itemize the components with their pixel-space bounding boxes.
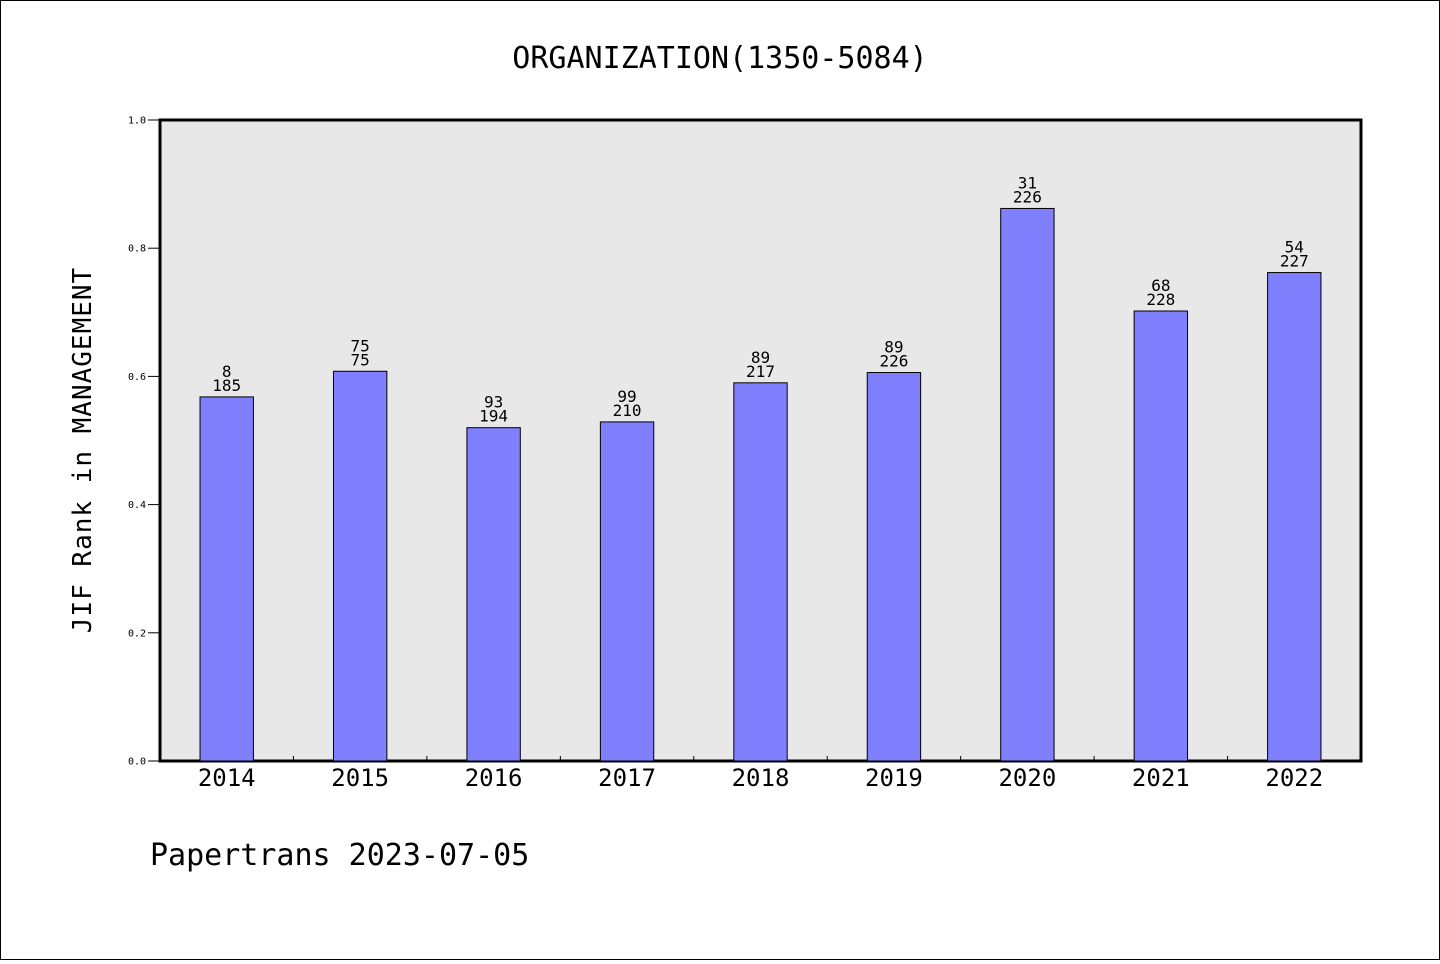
bar-rank-label-2022: 54 [1285,238,1304,257]
bar-2018 [733,382,788,762]
bar-2019 [866,372,922,762]
bar-rank-label-2015: 75 [351,336,370,355]
chart-title: ORGANIZATION(1350-5084) [512,41,927,76]
bar-rank-label-2021: 68 [1151,276,1170,295]
bar-total-label-2019: 226 [879,352,908,371]
y-tick-label-1.0: 1.0 [128,116,146,127]
x-tick-label-2016: 2016 [465,764,523,792]
bar-rank-label-2016: 93 [484,393,503,412]
bar-2015 [332,370,388,762]
bar-total-label-2015: 75 [351,350,370,369]
y-axis-label: JIF Rank in MANAGEMENT [68,267,98,633]
bar-total-label-2020: 226 [1013,187,1042,206]
y-tick-label-0.8: 0.8 [128,244,146,255]
bar-2014 [199,396,254,762]
bar-rank-label-2017: 99 [617,387,636,406]
y-axis: 0.0 0.2 0.4 0.6 0.8 1.0 [128,116,160,768]
x-axis: 2014 2015 2016 2017 2018 2019 2020 2021 2022 [198,756,1323,792]
footer-credit: Papertrans 2023-07-05 [150,838,529,873]
bar-2017 [599,421,655,762]
bar-2016 [466,427,521,762]
x-tick-label-2015: 2015 [331,764,389,792]
x-tick-label-2020: 2020 [998,764,1056,792]
y-tick-label-0.2: 0.2 [128,628,146,639]
bar-total-label-2017: 210 [613,401,642,420]
bar-total-label-2021: 228 [1146,290,1175,309]
x-tick-label-2014: 2014 [198,764,256,792]
bar-2021 [1133,310,1189,762]
bar-2022 [1267,272,1322,762]
y-tick-label-0.6: 0.6 [128,372,146,383]
x-tick-label-2019: 2019 [865,764,923,792]
y-tick-label-0.0: 0.0 [128,757,146,768]
bar-total-label-2022: 227 [1280,252,1309,271]
bar-rank-label-2019: 89 [884,338,903,357]
bar-labels-group: 8185757593194992108921789226312266822854… [212,173,1308,425]
bar-rank-label-2014: 8 [222,362,232,381]
x-tick-label-2017: 2017 [598,764,656,792]
bar-rank-label-2018: 89 [751,348,770,367]
bar-total-label-2016: 194 [479,407,508,426]
bars-group [199,207,1322,762]
bar-2020 [1000,207,1055,762]
x-tick-label-2018: 2018 [732,764,790,792]
x-tick-label-2021: 2021 [1132,764,1190,792]
bar-total-label-2018: 217 [746,362,775,381]
bar-total-label-2014: 185 [212,376,241,395]
bar-rank-label-2020: 31 [1018,173,1037,192]
x-tick-label-2022: 2022 [1265,764,1323,792]
y-tick-label-0.4: 0.4 [128,500,146,511]
